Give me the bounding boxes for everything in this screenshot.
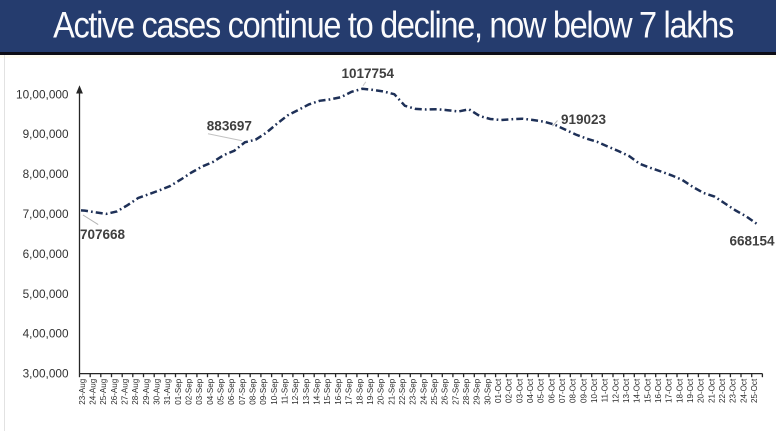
svg-text:05-Oct: 05-Oct (537, 378, 546, 403)
svg-text:13-Sep: 13-Sep (302, 378, 311, 404)
svg-text:01-Sep: 01-Sep (174, 378, 183, 404)
svg-text:20-Oct: 20-Oct (697, 378, 706, 403)
svg-text:21-Sep: 21-Sep (387, 378, 396, 404)
svg-text:29-Sep: 29-Sep (473, 378, 482, 404)
svg-text:7,00,000: 7,00,000 (23, 207, 69, 221)
svg-text:25-Oct: 25-Oct (750, 378, 759, 403)
svg-text:21-Oct: 21-Oct (707, 378, 716, 403)
svg-text:883697: 883697 (207, 119, 252, 134)
svg-text:26-Aug: 26-Aug (110, 379, 119, 405)
svg-text:23-Aug: 23-Aug (78, 379, 87, 405)
svg-text:09-Oct: 09-Oct (579, 378, 588, 403)
svg-text:30-Sep: 30-Sep (483, 378, 492, 404)
svg-text:19-Oct: 19-Oct (686, 378, 695, 403)
svg-text:04-Sep: 04-Sep (206, 378, 215, 404)
svg-text:23-Sep: 23-Sep (409, 378, 418, 404)
svg-text:1017754: 1017754 (342, 66, 395, 81)
svg-text:9,00,000: 9,00,000 (23, 127, 69, 141)
svg-text:02-Oct: 02-Oct (505, 378, 514, 403)
svg-text:14-Oct: 14-Oct (633, 378, 642, 403)
svg-text:15-Oct: 15-Oct (643, 378, 652, 403)
svg-text:12-Sep: 12-Sep (291, 378, 300, 404)
svg-text:07-Oct: 07-Oct (558, 378, 567, 403)
svg-text:04-Oct: 04-Oct (526, 378, 535, 403)
svg-text:27-Aug: 27-Aug (121, 379, 130, 405)
svg-text:4,00,000: 4,00,000 (23, 327, 69, 341)
svg-text:02-Sep: 02-Sep (185, 378, 194, 404)
svg-text:27-Sep: 27-Sep (451, 378, 460, 404)
svg-text:08-Oct: 08-Oct (569, 378, 578, 403)
svg-text:20-Sep: 20-Sep (377, 378, 386, 404)
svg-text:06-Sep: 06-Sep (227, 378, 236, 404)
svg-text:13-Oct: 13-Oct (622, 378, 631, 403)
svg-text:16-Sep: 16-Sep (334, 378, 343, 404)
svg-text:30-Aug: 30-Aug (153, 379, 162, 405)
svg-text:25-Aug: 25-Aug (99, 379, 108, 405)
svg-text:31-Aug: 31-Aug (163, 379, 172, 405)
svg-text:29-Aug: 29-Aug (142, 379, 151, 405)
svg-text:14-Sep: 14-Sep (313, 378, 322, 404)
svg-text:03-Sep: 03-Sep (195, 378, 204, 404)
svg-text:15-Sep: 15-Sep (323, 378, 332, 404)
svg-text:6,00,000: 6,00,000 (23, 247, 69, 261)
svg-text:08-Sep: 08-Sep (249, 378, 258, 404)
svg-text:24-Sep: 24-Sep (419, 378, 428, 404)
svg-text:12-Oct: 12-Oct (611, 378, 620, 403)
svg-text:22-Oct: 22-Oct (718, 378, 727, 403)
svg-text:11-Sep: 11-Sep (281, 378, 290, 404)
svg-text:23-Oct: 23-Oct (729, 378, 738, 403)
svg-text:06-Oct: 06-Oct (547, 378, 556, 403)
svg-text:10-Oct: 10-Oct (590, 378, 599, 403)
svg-text:24-Oct: 24-Oct (739, 378, 748, 403)
svg-text:03-Oct: 03-Oct (515, 378, 524, 403)
svg-text:28-Aug: 28-Aug (131, 379, 140, 405)
svg-text:3,00,000: 3,00,000 (23, 367, 69, 381)
svg-text:18-Sep: 18-Sep (355, 378, 364, 404)
svg-text:24-Aug: 24-Aug (89, 379, 98, 405)
svg-text:10,00,000: 10,00,000 (16, 87, 69, 101)
svg-text:11-Oct: 11-Oct (601, 378, 610, 402)
svg-text:25-Sep: 25-Sep (430, 378, 439, 404)
svg-text:19-Sep: 19-Sep (366, 378, 375, 404)
svg-text:28-Sep: 28-Sep (462, 378, 471, 404)
svg-text:668154: 668154 (730, 234, 776, 249)
svg-text:707668: 707668 (80, 227, 126, 242)
svg-text:16-Oct: 16-Oct (654, 378, 663, 403)
svg-text:22-Sep: 22-Sep (398, 378, 407, 404)
svg-text:10-Sep: 10-Sep (270, 378, 279, 404)
svg-text:07-Sep: 07-Sep (238, 378, 247, 404)
svg-text:01-Oct: 01-Oct (494, 378, 503, 403)
svg-text:5,00,000: 5,00,000 (23, 287, 69, 301)
svg-text:17-Sep: 17-Sep (345, 378, 354, 404)
svg-text:05-Sep: 05-Sep (217, 378, 226, 404)
svg-text:17-Oct: 17-Oct (665, 378, 674, 403)
svg-text:919023: 919023 (561, 112, 607, 127)
svg-text:09-Sep: 09-Sep (259, 378, 268, 404)
svg-text:26-Sep: 26-Sep (441, 378, 450, 404)
svg-text:8,00,000: 8,00,000 (23, 167, 69, 181)
svg-text:18-Oct: 18-Oct (675, 378, 684, 403)
